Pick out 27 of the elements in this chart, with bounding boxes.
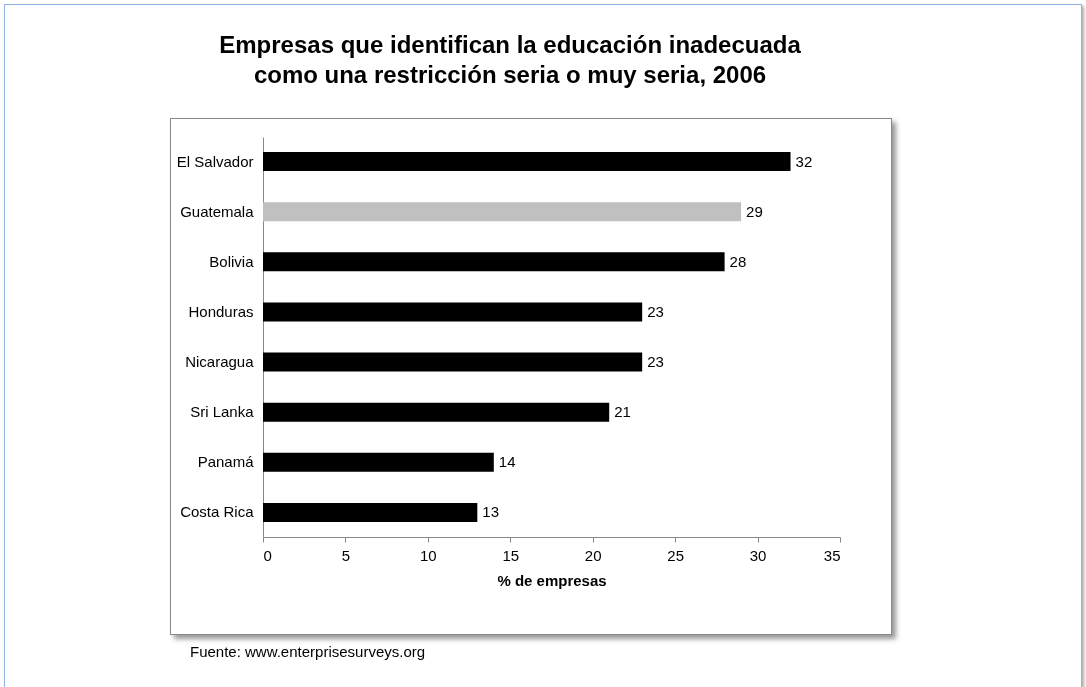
y-tick-label: El Salvador [176, 152, 254, 170]
chart-title: Empresas que identifican la educación inadecuada como una restricción seria o muy seria, 2006 [218, 30, 802, 90]
y-tick-label: Nicaragua [185, 353, 255, 371]
source-note: Fuente: www.enterprisesurveys.org [190, 643, 426, 660]
x-tick-label: 20 [584, 546, 602, 564]
y-tick-label: Honduras [188, 302, 254, 320]
data-label: 23 [647, 353, 664, 371]
data-label: 13 [482, 503, 499, 521]
x-tick-label: 5 [341, 546, 351, 564]
data-label: 28 [729, 252, 747, 270]
data-label: 29 [746, 202, 763, 220]
x-tick-label: 15 [502, 546, 520, 564]
x-tick-label: 30 [749, 546, 767, 564]
x-axis-title: % de empresas [497, 571, 607, 589]
data-label: 32 [795, 152, 813, 170]
x-tick-label: 25 [667, 546, 684, 564]
x-tick-label: 0 [263, 546, 272, 564]
y-tick-label: Panamá [197, 453, 255, 471]
y-tick-label: Sri Lanka [190, 403, 255, 421]
y-tick-label: Guatemala [180, 202, 255, 220]
x-tick-label: 35 [823, 546, 841, 564]
y-tick-label: Bolivia [209, 252, 255, 270]
data-label: 23 [647, 302, 664, 320]
y-tick-label: Costa Rica [180, 503, 255, 521]
data-label: 14 [498, 453, 516, 471]
data-label: 21 [614, 403, 631, 421]
x-tick-label: 10 [420, 546, 437, 564]
